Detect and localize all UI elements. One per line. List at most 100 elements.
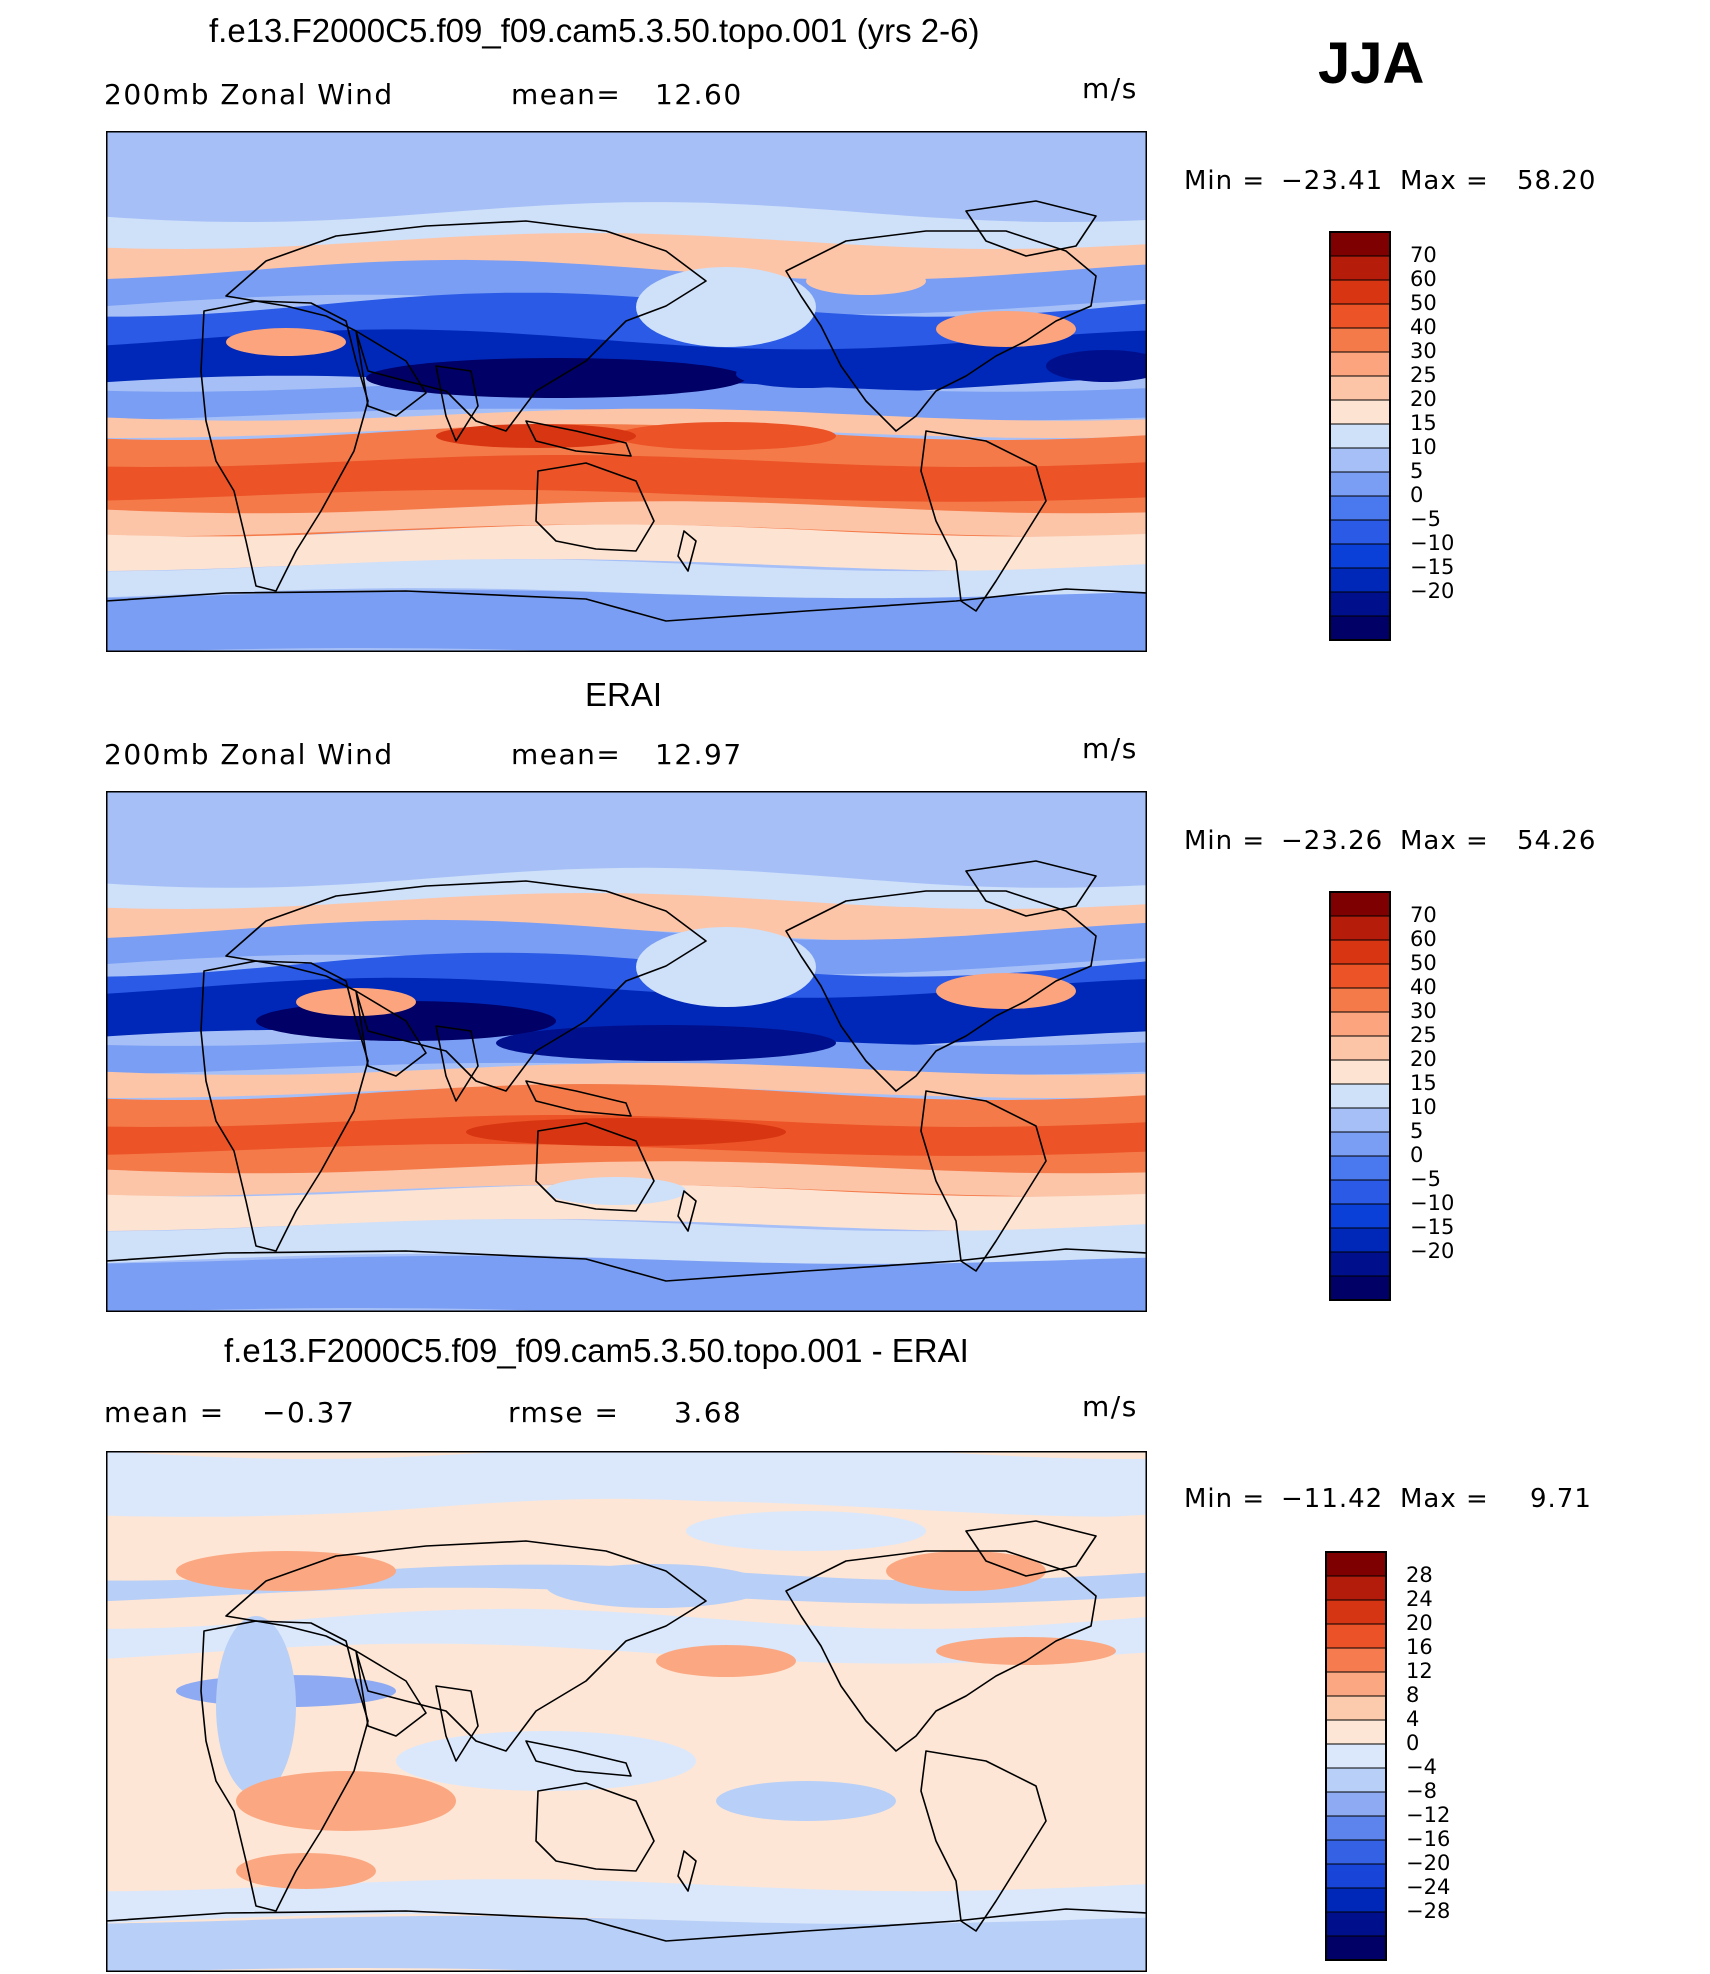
colorbar-label: 70 xyxy=(1410,903,1437,927)
coastline xyxy=(785,1550,1097,1752)
contour-band xyxy=(106,501,1147,537)
contour-band xyxy=(106,590,1147,652)
colorbar-swatch xyxy=(1329,1227,1391,1253)
contour-region xyxy=(616,422,836,450)
colorbar-swatch xyxy=(1329,399,1391,425)
contour-region xyxy=(936,973,1076,1009)
coastline xyxy=(965,200,1097,257)
colorbar-label: 40 xyxy=(1410,315,1437,339)
colorbar-label: −24 xyxy=(1406,1875,1451,1899)
colorbar-label: 30 xyxy=(1410,339,1437,363)
colorbar-swatch xyxy=(1329,1275,1391,1301)
panel-1-min-label: Min = xyxy=(1184,166,1266,196)
colorbar-swatch xyxy=(1325,1647,1387,1673)
colorbar-label: 4 xyxy=(1406,1707,1420,1731)
colorbar-swatch xyxy=(1325,1743,1387,1769)
colorbar-label: 15 xyxy=(1410,1071,1437,1095)
panel-1-max-label: Max = xyxy=(1400,166,1489,196)
coastline xyxy=(225,880,707,1092)
colorbar-swatch xyxy=(1329,543,1391,569)
panel-3-colorbar xyxy=(1325,1551,1387,1961)
contour-region xyxy=(636,927,816,1007)
colorbar-swatch xyxy=(1329,375,1391,401)
colorbar-swatch xyxy=(1325,1599,1387,1625)
coastline xyxy=(525,420,632,457)
contour-region xyxy=(806,267,926,295)
panel-3-rmse-label: rmse = xyxy=(508,1396,620,1429)
colorbar-label: 8 xyxy=(1406,1683,1420,1707)
colorbar-swatch xyxy=(1325,1911,1387,1937)
colorbar-swatch xyxy=(1329,255,1391,281)
colorbar-swatch xyxy=(1329,939,1391,965)
coastline xyxy=(677,1850,697,1892)
colorbar-swatch xyxy=(1325,1791,1387,1817)
coastline xyxy=(435,365,479,442)
contour-region xyxy=(716,1781,896,1821)
colorbar-swatch xyxy=(1329,1083,1391,1109)
colorbar-label: −8 xyxy=(1406,1779,1437,1803)
panel-3-mean-label: mean = xyxy=(104,1396,225,1429)
colorbar-label: −20 xyxy=(1410,1239,1455,1263)
coastline xyxy=(525,1080,632,1117)
colorbar-label: 10 xyxy=(1410,1095,1437,1119)
colorbar-swatch xyxy=(1325,1863,1387,1889)
colorbar-swatch xyxy=(1325,1695,1387,1721)
contour-band xyxy=(106,524,1147,572)
contour-band xyxy=(106,919,1147,975)
coastline xyxy=(200,300,369,592)
panel-2-min-label: Min = xyxy=(1184,826,1266,856)
colorbar-swatch xyxy=(1329,495,1391,521)
colorbar-label: −10 xyxy=(1410,1191,1455,1215)
panel-2-map xyxy=(106,791,1147,1312)
colorbar-label: 20 xyxy=(1406,1611,1433,1635)
contour-region xyxy=(226,328,346,356)
season-label: JJA xyxy=(1318,31,1425,96)
colorbar-swatch xyxy=(1329,279,1391,305)
colorbar-swatch xyxy=(1329,1251,1391,1277)
contour-band xyxy=(106,1255,1147,1312)
colorbar-label: −10 xyxy=(1410,531,1455,555)
colorbar-label: −20 xyxy=(1410,579,1455,603)
contour-band xyxy=(106,259,1147,315)
colorbar-swatch xyxy=(1329,231,1391,257)
panel-3-map xyxy=(106,1451,1147,1972)
colorbar-swatch xyxy=(1329,1059,1391,1085)
contour-region xyxy=(936,311,1076,347)
contour-region xyxy=(936,1637,1116,1665)
colorbar-swatch xyxy=(1329,519,1391,545)
panel-1-min-value: −23.41 xyxy=(1281,166,1384,196)
contour-band xyxy=(106,131,1147,220)
panel-1-title: f.e13.F2000C5.f09_f09.cam5.3.50.topo.001… xyxy=(209,12,980,49)
contour-band xyxy=(106,791,1147,886)
coastline xyxy=(106,1248,1147,1282)
panel-2-title: ERAI xyxy=(585,676,663,713)
coastline xyxy=(106,588,1147,622)
colorbar-swatch xyxy=(1329,471,1391,497)
panel-3-rmse-value: 3.68 xyxy=(674,1396,743,1429)
colorbar-label: −4 xyxy=(1406,1755,1437,1779)
colorbar-swatch xyxy=(1329,327,1391,353)
colorbar-label: 60 xyxy=(1410,267,1437,291)
colorbar-label: 60 xyxy=(1410,927,1437,951)
colorbar-swatch xyxy=(1329,1107,1391,1133)
contour-region xyxy=(466,1118,786,1146)
contour-region xyxy=(236,1853,376,1889)
coastline xyxy=(785,890,1097,1092)
coastline xyxy=(225,220,707,432)
colorbar-swatch xyxy=(1325,1935,1387,1961)
colorbar-swatch xyxy=(1329,1035,1391,1061)
colorbar-swatch xyxy=(1325,1575,1387,1601)
colorbar-label: 10 xyxy=(1410,435,1437,459)
contour-band xyxy=(106,1915,1147,1972)
colorbar-label: 40 xyxy=(1410,975,1437,999)
colorbar-label: 30 xyxy=(1410,999,1437,1023)
colorbar-label: 50 xyxy=(1410,951,1437,975)
colorbar-label: 70 xyxy=(1410,243,1437,267)
panel-3-title: f.e13.F2000C5.f09_f09.cam5.3.50.topo.001… xyxy=(224,1332,969,1369)
coastline xyxy=(225,1540,707,1752)
panel-3-min-label: Min = xyxy=(1184,1484,1266,1514)
panel-1-variable-label: 200mb Zonal Wind xyxy=(104,78,394,111)
panel-3-mean-value: −0.37 xyxy=(262,1396,356,1429)
colorbar-label: −15 xyxy=(1410,555,1455,579)
colorbar-label: 5 xyxy=(1410,1119,1424,1143)
